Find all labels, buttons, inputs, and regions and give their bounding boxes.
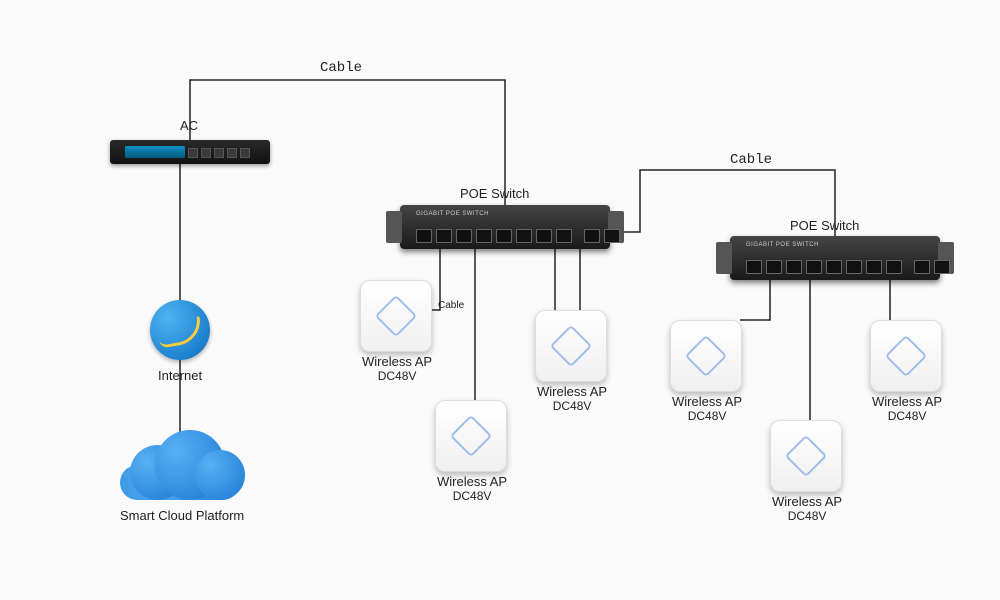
ap4-label: Wireless AP DC48V [672, 394, 742, 423]
wireless-ap-2 [435, 400, 507, 472]
switch2-label: POE Switch [790, 218, 859, 233]
wireless-ap-3 [535, 310, 607, 382]
wireless-ap-4 [670, 320, 742, 392]
internet-label: Internet [158, 368, 202, 383]
cable-label-ac-sw1: Cable [320, 60, 362, 76]
ap3-label: Wireless AP DC48V [537, 384, 607, 413]
ap1-label: Wireless AP DC48V [362, 354, 432, 383]
wireless-ap-5 [770, 420, 842, 492]
ap2-label: Wireless AP DC48V [437, 474, 507, 503]
wireless-ap-1 [360, 280, 432, 352]
ac-label: AC [180, 118, 198, 133]
ac-device [110, 140, 270, 164]
poe-switch-2: GIGABIT POE SWITCH [730, 236, 940, 280]
ap6-label: Wireless AP DC48V [872, 394, 942, 423]
cable-label-sw1-sw2: Cable [730, 152, 772, 168]
internet-icon [150, 300, 210, 360]
wireless-ap-6 [870, 320, 942, 392]
ap5-label: Wireless AP DC48V [772, 494, 842, 523]
cloud-icon [120, 430, 240, 500]
poe-switch-1: GIGABIT POE SWITCH [400, 205, 610, 249]
cloud-label: Smart Cloud Platform [120, 508, 244, 523]
ap1-cable-label: Cable [438, 300, 464, 311]
switch1-label: POE Switch [460, 186, 529, 201]
